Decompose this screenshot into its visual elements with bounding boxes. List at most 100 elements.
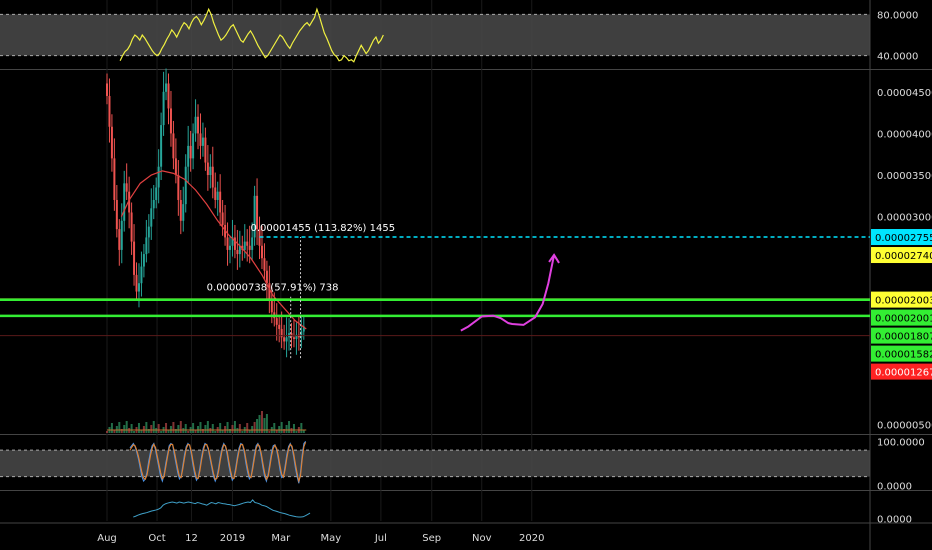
volume-bar (130, 424, 133, 433)
volume-bar (106, 431, 108, 433)
volume-bar (204, 425, 207, 433)
price-label-1: 0.00002740 (875, 251, 932, 262)
candle-body (110, 126, 113, 159)
projection-path (460, 254, 556, 332)
candle-body (265, 270, 268, 284)
candle-body (145, 237, 148, 255)
candle-body (108, 95, 111, 127)
volume-bar (275, 430, 278, 433)
volume-bar (133, 431, 136, 433)
price-panel[interactable]: 0.00001455 (113.82%) 1455 0.00000738 (57.… (0, 68, 870, 433)
volume-bar (194, 430, 197, 433)
x-tick-label-6: Jul (374, 533, 387, 544)
candle-body (238, 245, 241, 255)
indicator-tick-label-0: 0.0000 (877, 514, 912, 525)
volume-bar (165, 423, 168, 433)
candle-body (115, 199, 118, 230)
candle-body (201, 137, 204, 146)
candle-body (231, 237, 234, 246)
x-tick-label-3: 2019 (220, 533, 245, 544)
volume-bar (283, 429, 286, 433)
rsi-tick-label-1: 40.0000 (877, 52, 918, 63)
rsi-panel[interactable] (0, 7, 870, 63)
volume-bar (256, 419, 259, 433)
price-tick-label-2: 0.00003500 (877, 171, 932, 182)
candle-body (246, 241, 249, 246)
x-tick-label-2: 12 (185, 533, 198, 544)
candle-body (113, 158, 116, 200)
candle-body (160, 125, 163, 167)
volume-bar (233, 421, 236, 433)
candle-body (155, 187, 158, 200)
volume-bar (231, 425, 234, 433)
volume-bar (219, 423, 222, 433)
volume-bar (157, 424, 160, 433)
price-label-5: 0.00001582 (875, 350, 932, 361)
x-tick-label-7: Sep (422, 533, 441, 544)
candle-body (142, 254, 145, 267)
volume-bar (263, 418, 266, 433)
x-tick-label-8: Nov (472, 533, 492, 544)
candle-body (118, 229, 121, 250)
candle-body (135, 274, 138, 292)
volume-bar (140, 430, 143, 433)
volume-bar (248, 430, 251, 433)
x-tick-label-1: Oct (148, 533, 165, 544)
candle-body (256, 195, 259, 230)
candle-body (182, 204, 185, 221)
volume-bar (150, 425, 153, 433)
price-label-2: 0.00002003 (875, 296, 932, 307)
volume-bar (268, 431, 271, 433)
candle-body (248, 245, 251, 250)
volume-bar (253, 422, 256, 433)
volume-bar (118, 422, 121, 433)
candle-body (194, 116, 197, 134)
volume-bar (300, 423, 303, 433)
volume-bar (120, 429, 123, 433)
volume-bar (302, 430, 305, 433)
candle-body (123, 183, 126, 221)
price-label-box-3 (871, 309, 932, 326)
price-label-6: 0.00001267 (875, 368, 932, 379)
volume-bar (167, 430, 170, 433)
candle-body (162, 91, 165, 126)
candle-body (169, 108, 172, 134)
candle-body (270, 299, 273, 313)
axes: 80.0000 40.0000 0.00002755 0.00002740 0.0000… (97, 10, 932, 544)
volume-bar (221, 430, 224, 433)
rsi-tick-label-0: 80.0000 (877, 10, 918, 21)
candle-body (192, 133, 195, 159)
candle-body (209, 166, 212, 176)
candle-body (251, 237, 254, 250)
stoch-tick-label-1: 0.0000 (877, 481, 912, 492)
candle-body (243, 241, 246, 250)
candle-body (292, 337, 295, 339)
candle-body (206, 162, 209, 176)
candle-body (106, 83, 108, 96)
volume-bar (211, 424, 214, 433)
candle-body (167, 83, 170, 109)
stoch-line-1 (129, 441, 307, 484)
candle-body (197, 116, 200, 134)
volume-bar (206, 421, 209, 433)
indicator-panel[interactable] (133, 499, 311, 518)
volume-bar (214, 431, 217, 433)
candle-body (128, 191, 131, 213)
candle-body (157, 166, 160, 188)
volume-bar (238, 424, 241, 433)
price-label-box-5 (871, 345, 932, 362)
price-tick-label-1: 0.00004000 (877, 129, 932, 140)
candle-body (260, 245, 263, 259)
volume-bar (172, 422, 175, 433)
volume-bar (147, 429, 150, 433)
volume-bar (184, 424, 187, 433)
price-label-box-4 (871, 327, 932, 344)
candle-body (280, 328, 283, 338)
candle-body (177, 175, 180, 200)
volume-bar (152, 421, 155, 433)
volume-bar (201, 429, 204, 433)
stoch-panel[interactable] (0, 440, 870, 484)
measure-label-0: 0.00001455 (113.82%) 1455 (251, 223, 396, 234)
candle-body (278, 324, 281, 329)
